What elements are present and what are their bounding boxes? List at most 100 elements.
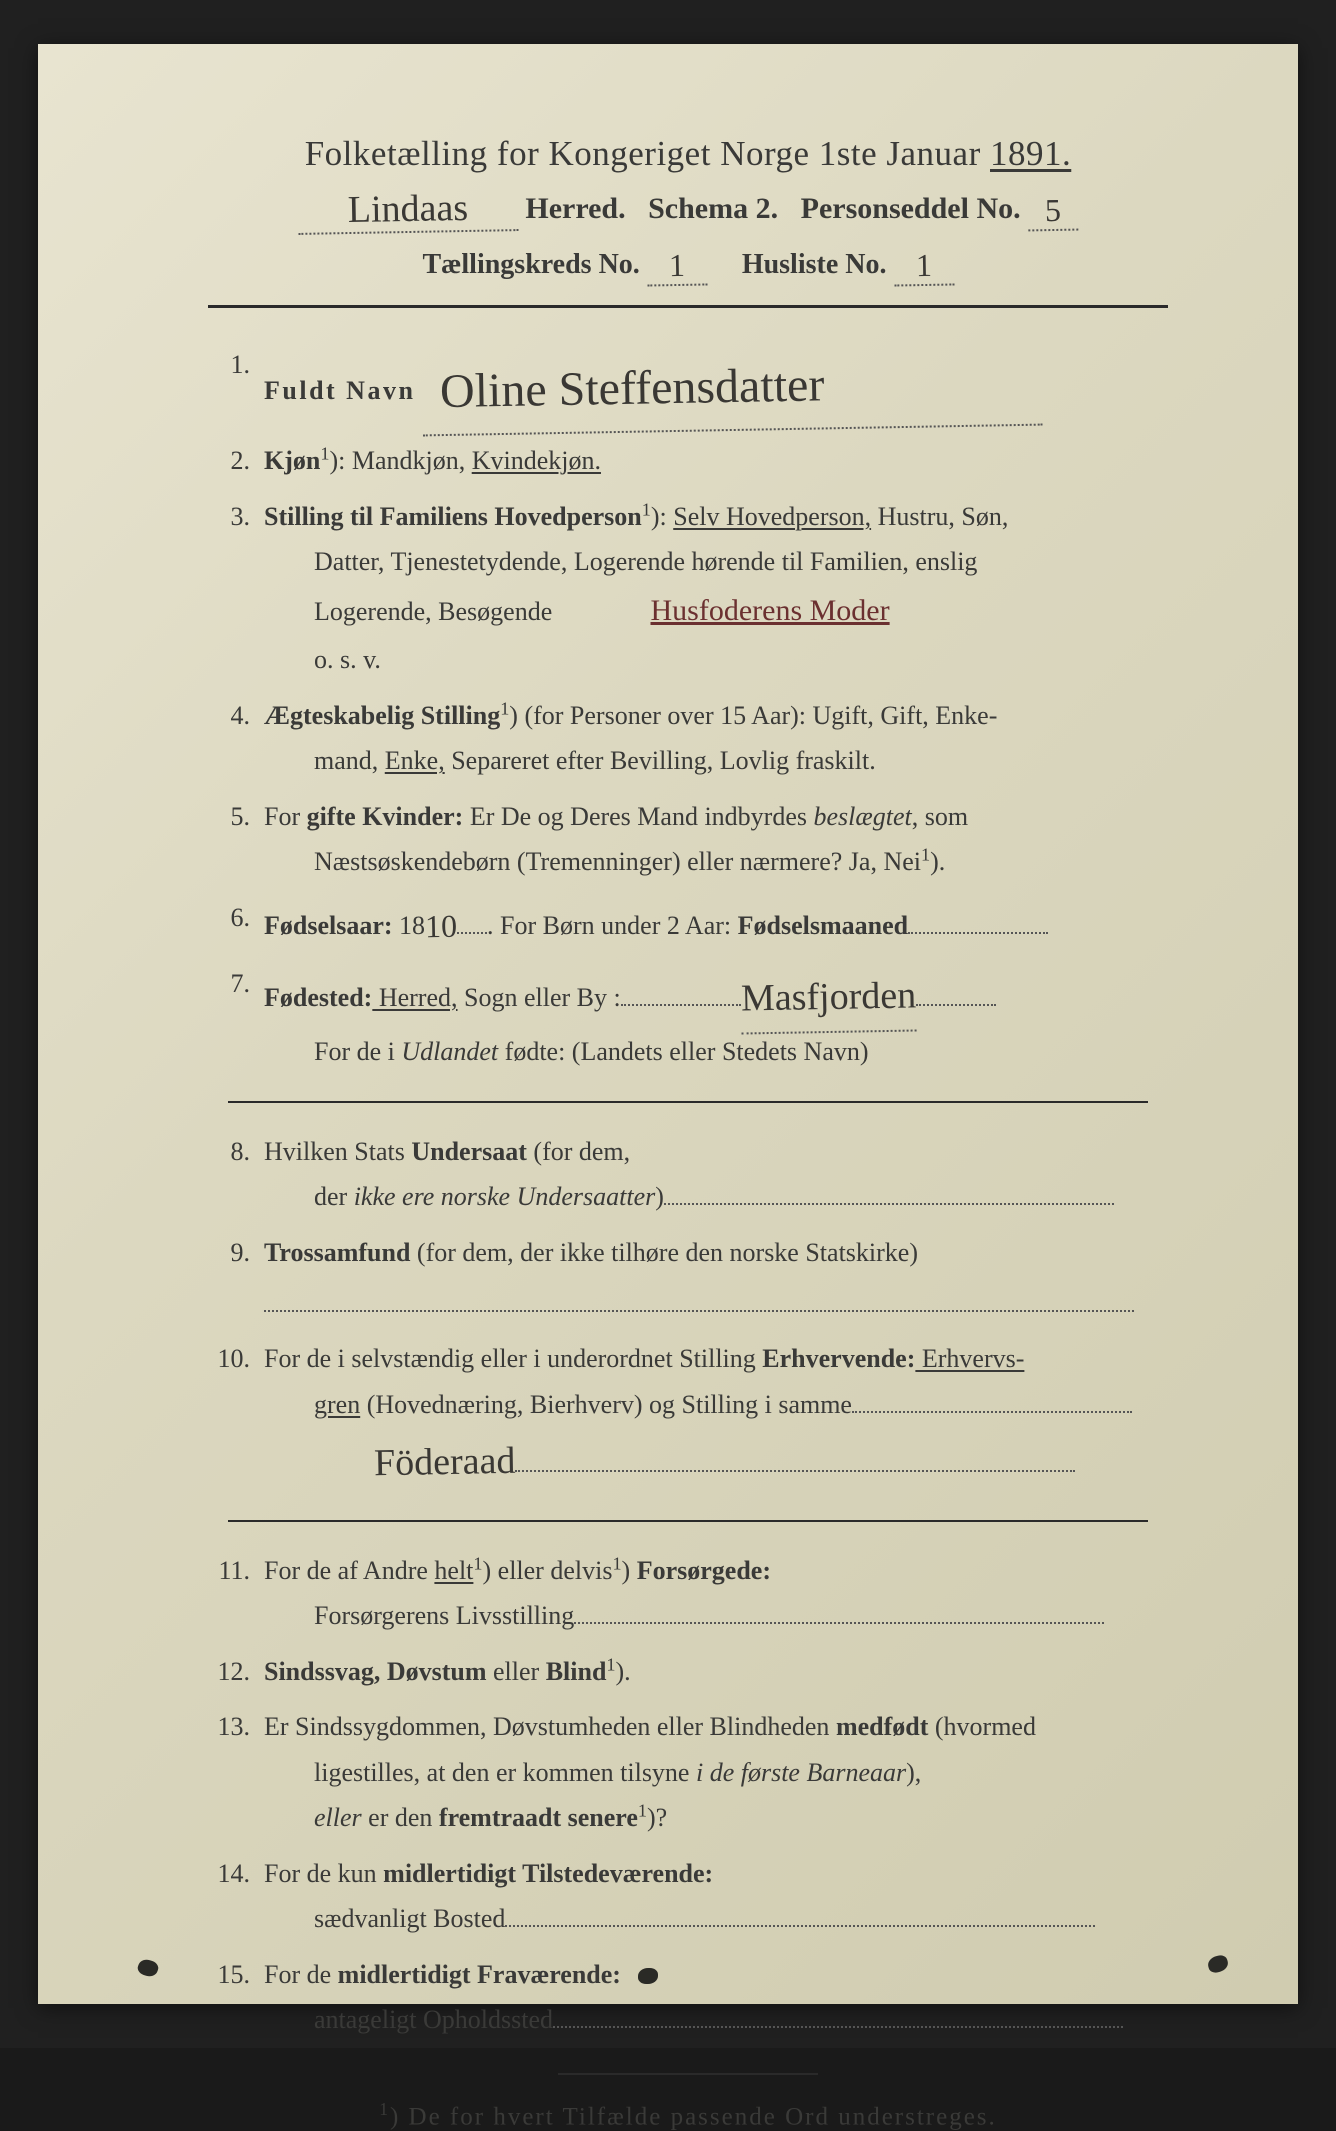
item-5-sup: 1: [921, 844, 930, 864]
item-12-sup: 1: [606, 1654, 615, 1674]
item-9: 9. Trossamfund (for dem, der ikke tilhør…: [208, 1230, 1168, 1327]
item-11-l1d: ): [622, 1556, 637, 1585]
item-5-l2: Næstsøskendebørn (Tremenninger) eller næ…: [264, 847, 921, 876]
item-2-underlined: Kvindekjøn.: [472, 446, 601, 475]
item-5-l1e: , som: [912, 802, 968, 831]
item-7-herred: Herred,: [372, 983, 457, 1012]
item-10-body: For de i selvstændig eller i underordnet…: [264, 1336, 1168, 1494]
item-4-num: 4.: [208, 693, 264, 784]
item-8-l2b: ikke ere norske Undersaatter: [354, 1182, 656, 1211]
item-3-rest1: ):: [651, 502, 673, 531]
item-3-line3a: Logerende, Besøgende: [264, 589, 644, 635]
item-7-value: Masfjorden: [740, 962, 916, 1034]
item-13-sup: 1: [638, 1800, 647, 1820]
taellingskreds-label: Tællingskreds No.: [422, 249, 639, 280]
item-8-num: 8.: [208, 1129, 264, 1220]
dotted-fill: [515, 1444, 1075, 1473]
item-3-handwritten-red: Husfoderens Moder: [651, 594, 890, 627]
item-8-l1a: Hvilken Stats: [264, 1137, 411, 1166]
item-11-l1b: helt: [434, 1556, 473, 1585]
item-6-year-hw: 10: [425, 897, 458, 954]
item-14-body: For de kun midlertidigt Tilstedeværende:…: [264, 1851, 1168, 1942]
husliste-label: Husliste No.: [742, 249, 887, 280]
item-11-sup1: 1: [473, 1553, 482, 1573]
item-11: 11. For de af Andre helt1) eller delvis1…: [208, 1548, 1168, 1639]
dotted-fill: [621, 977, 741, 1006]
item-13-l3b: er den: [362, 1803, 439, 1832]
item-4-body: Ægteskabelig Stilling1) (for Personer ov…: [264, 693, 1168, 784]
item-8-body: Hvilken Stats Undersaat (for dem, der ik…: [264, 1129, 1168, 1220]
item-11-num: 11.: [208, 1548, 264, 1639]
item-13-num: 13.: [208, 1704, 264, 1841]
item-8-l1b: Undersaat: [411, 1137, 527, 1166]
item-3-line2: Datter, Tjenestetydende, Logerende høren…: [264, 539, 977, 585]
item-12-end: ).: [616, 1657, 631, 1686]
item-12-num: 12.: [208, 1649, 264, 1695]
item-7-rest1: Sogn eller By :: [458, 983, 621, 1012]
item-7-body: Fødested: Herred, Sogn eller By :Masfjor…: [264, 961, 1168, 1075]
item-8: 8. Hvilken Stats Undersaat (for dem, der…: [208, 1129, 1168, 1220]
item-4: 4. Ægteskabelig Stilling1) (for Personer…: [208, 693, 1168, 784]
ink-spot: [136, 1957, 160, 1979]
item-5-body: For gifte Kvinder: Er De og Deres Mand i…: [264, 794, 1168, 885]
dotted-fill: [916, 977, 996, 1006]
item-11-body: For de af Andre helt1) eller delvis1) Fo…: [264, 1548, 1168, 1639]
item-5-l2end: ).: [930, 847, 945, 876]
item-10-num: 10.: [208, 1336, 264, 1494]
item-6-label2: Fødselsmaaned: [738, 911, 908, 940]
dotted-fill: [664, 1176, 1114, 1205]
header-line-3: Tællingskreds No. 1 Husliste No. 1: [188, 244, 1188, 283]
ink-spot: [1206, 1954, 1229, 1975]
item-15-body: For de midlertidigt Fraværende: antageli…: [264, 1952, 1168, 2043]
dotted-fill: [908, 905, 1048, 934]
title-text: Folketælling for Kongeriget Norge 1ste J…: [305, 134, 990, 173]
item-1: 1. Fuldt Navn Oline Steffensdatter: [208, 342, 1168, 428]
item-7-num: 7.: [208, 961, 264, 1075]
item-2-num: 2.: [208, 438, 264, 484]
item-7-l2b: Udlandet: [401, 1037, 498, 1066]
item-13: 13. Er Sindssygdommen, Døvstumheden elle…: [208, 1704, 1168, 1841]
item-8-l2a: der: [264, 1182, 354, 1211]
item-4-line2a: mand,: [264, 746, 385, 775]
item-5-l1c: Er De og Deres Mand indbyrdes: [463, 802, 813, 831]
item-12-label: Sindssvag, Døvstum: [264, 1657, 487, 1686]
item-2-body: Kjøn1): Mandkjøn, Kvindekjøn.: [264, 438, 1168, 484]
divider-mid-2: [228, 1520, 1148, 1522]
item-14-l1a: For de kun: [264, 1859, 383, 1888]
dotted-fill: [264, 1283, 1134, 1312]
item-14-l2: sædvanligt Bosted: [264, 1904, 505, 1933]
item-2-label: Kjøn: [264, 446, 320, 475]
item-4-rest1: ) (for Personer over 15 Aar): Ugift, Gif…: [509, 701, 997, 730]
item-12: 12. Sindssvag, Døvstum eller Blind1).: [208, 1649, 1168, 1695]
item-13-l3d: )?: [647, 1803, 667, 1832]
item-12-rest: eller: [487, 1657, 546, 1686]
item-11-l1a: For de af Andre: [264, 1556, 434, 1585]
item-10: 10. For de i selvstændig eller i underor…: [208, 1336, 1168, 1494]
item-13-l2b: i de første Barneaar: [696, 1758, 906, 1787]
item-4-label: Ægteskabelig Stilling: [264, 701, 500, 730]
document-page: Folketælling for Kongeriget Norge 1ste J…: [38, 44, 1298, 2004]
item-1-body: Fuldt Navn Oline Steffensdatter: [264, 342, 1168, 428]
item-6-rest1: . For Børn under 2 Aar:: [487, 911, 738, 940]
item-15-l1b: midlertidigt Fraværende:: [338, 1960, 621, 1989]
item-5-num: 5.: [208, 794, 264, 885]
item-13-l3c: fremtraadt senere: [439, 1803, 638, 1832]
item-12-body: Sindssvag, Døvstum eller Blind1).: [264, 1649, 1168, 1695]
herred-handwritten: Lindaas: [297, 185, 518, 235]
item-8-l1c: (for dem,: [527, 1137, 630, 1166]
form-items: 1. Fuldt Navn Oline Steffensdatter 2. Kj…: [188, 342, 1188, 2043]
item-10-l2a: gren: [264, 1390, 360, 1419]
item-5: 5. For gifte Kvinder: Er De og Deres Man…: [208, 794, 1168, 885]
footnote: 1) De for hvert Tilfælde passende Ord un…: [188, 2099, 1188, 2131]
header-title: Folketælling for Kongeriget Norge 1ste J…: [188, 134, 1188, 174]
item-8-l2c: ): [655, 1182, 664, 1211]
schema-label: Schema 2.: [648, 192, 778, 225]
item-13-l1a: Er Sindssygdommen, Døvstumheden eller Bl…: [264, 1712, 836, 1741]
item-10-l2b: (Hovednæring, Bierhverv) og Stilling i s…: [360, 1390, 852, 1419]
item-5-l1a: For: [264, 802, 307, 831]
header-line-2: Lindaas Herred. Schema 2. Personseddel N…: [188, 184, 1188, 230]
personseddel-no: 5: [1028, 192, 1079, 232]
item-9-num: 9.: [208, 1230, 264, 1327]
item-6-yprefix: 18: [393, 911, 426, 940]
item-7: 7. Fødested: Herred, Sogn eller By :Masf…: [208, 961, 1168, 1075]
